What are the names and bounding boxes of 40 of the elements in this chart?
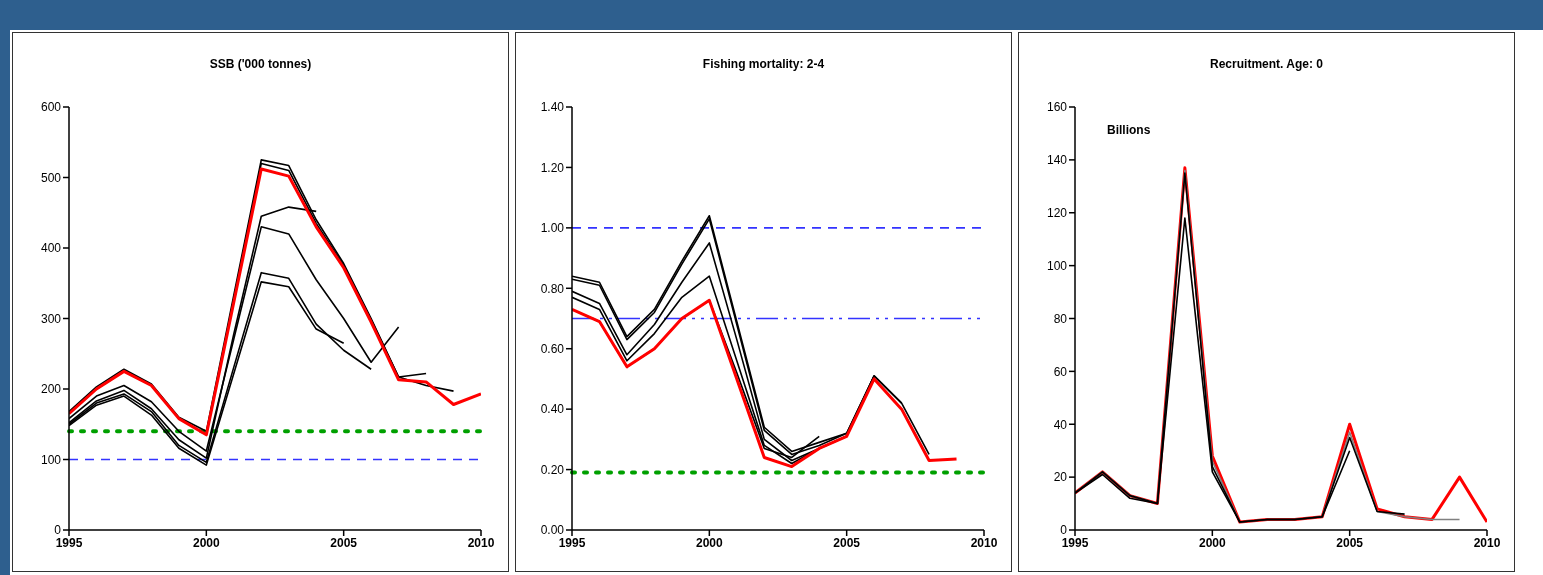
y-tick-label: 100 (1046, 258, 1068, 273)
x-tick-label: 2000 (1198, 535, 1226, 550)
x-tick-label: 2005 (1336, 535, 1364, 550)
y-tick-label: 1.40 (540, 100, 565, 115)
y-tick-label: 0.60 (540, 341, 565, 356)
x-tick-label: 1995 (558, 535, 586, 550)
y-tick-label: 0.80 (540, 281, 565, 296)
y-tick-label: 0.00 (540, 523, 565, 538)
annotation: Billions (1107, 123, 1151, 137)
y-tick-label: 0.20 (540, 462, 565, 477)
y-tick-label: 1.20 (540, 160, 565, 175)
y-tick-label: 0.40 (540, 402, 565, 417)
y-tick-label: 80 (1053, 311, 1068, 326)
x-tick-label: 2010 (1473, 535, 1501, 550)
y-tick-label: 120 (1046, 206, 1068, 221)
y-tick-label: 1.00 (540, 221, 565, 236)
x-tick-label: 2005 (330, 535, 358, 550)
y-tick-label: 0 (54, 523, 62, 538)
y-tick-label: 20 (1053, 470, 1068, 485)
y-tick-label: 300 (40, 311, 62, 326)
y-tick-label: 40 (1053, 417, 1068, 432)
y-tick-label: 200 (40, 382, 62, 397)
y-tick-label: 500 (40, 170, 62, 185)
y-tick-label: 400 (40, 241, 62, 256)
x-tick-label: 2010 (970, 535, 998, 550)
x-tick-label: 2000 (695, 535, 723, 550)
chart-title: SSB ('000 tonnes) (208, 56, 313, 73)
y-tick-label: 100 (40, 452, 62, 467)
y-tick-label: 0 (1060, 523, 1068, 538)
x-tick-label: 2010 (467, 535, 495, 550)
y-tick-label: 140 (1046, 153, 1068, 168)
x-tick-label: 1995 (55, 535, 83, 550)
x-tick-label: 1995 (1061, 535, 1089, 550)
chart-title: Fishing mortality: 2-4 (701, 56, 826, 73)
y-tick-label: 160 (1046, 100, 1068, 115)
x-tick-label: 2000 (192, 535, 220, 550)
y-tick-label: 600 (40, 100, 62, 115)
chart-title: Recruitment. Age: 0 (1209, 56, 1324, 73)
x-tick-label: 2005 (833, 535, 861, 550)
y-tick-label: 60 (1053, 364, 1068, 379)
